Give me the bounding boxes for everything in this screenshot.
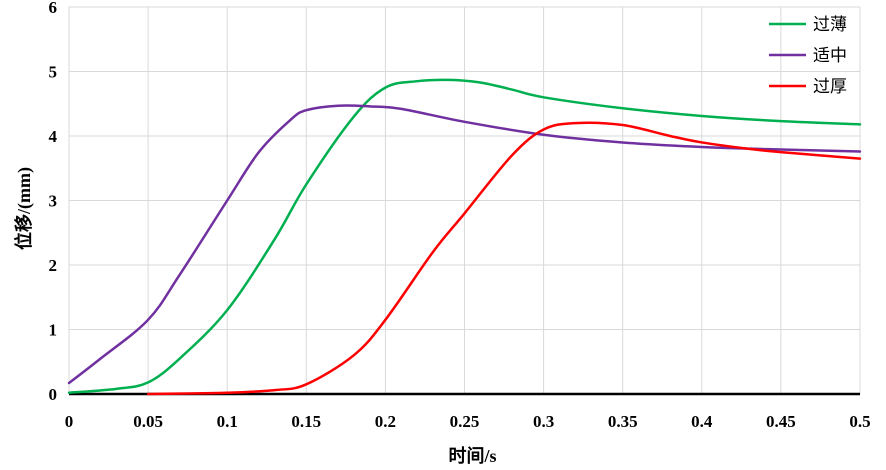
y-tick-label: 6 xyxy=(49,0,58,17)
x-tick-label: 0.3 xyxy=(533,412,554,431)
x-tick-label: 0.4 xyxy=(691,412,713,431)
legend-label-2: 适中 xyxy=(813,46,847,66)
tick-labels: 0 0.05 0.1 0.15 0.2 0.25 0.3 0.35 0.4 0.45 0.5 0 1 2 3… xyxy=(49,0,871,431)
y-tick-label: 0 xyxy=(49,385,58,404)
y-tick-label: 2 xyxy=(49,256,58,275)
x-tick-label: 0.1 xyxy=(217,412,238,431)
y-tick-label: 1 xyxy=(49,321,58,340)
x-tick-label: 0.45 xyxy=(766,412,796,431)
x-tick-label: 0.15 xyxy=(291,412,321,431)
y-tick-label: 5 xyxy=(49,63,58,82)
legend-label-3: 过厚 xyxy=(813,77,847,97)
y-axis-label: 位移/(mm) xyxy=(13,167,35,250)
x-tick-label: 0.05 xyxy=(133,412,163,431)
y-tick-label: 3 xyxy=(49,192,58,211)
x-tick-label: 0 xyxy=(65,412,74,431)
x-axis-label: 时间/s xyxy=(448,446,496,466)
y-tick-label: 4 xyxy=(49,127,58,146)
x-tick-label: 0.25 xyxy=(450,412,480,431)
series-line-2 xyxy=(67,104,862,385)
series-line-1 xyxy=(67,78,862,394)
series-line-3 xyxy=(146,121,862,396)
x-tick-label: 0.2 xyxy=(375,412,396,431)
grid xyxy=(68,6,861,395)
legend-label-1: 过薄 xyxy=(813,15,847,35)
x-tick-label: 0.35 xyxy=(608,412,638,431)
series-group xyxy=(67,78,862,396)
x-tick-label: 0.5 xyxy=(849,412,870,431)
